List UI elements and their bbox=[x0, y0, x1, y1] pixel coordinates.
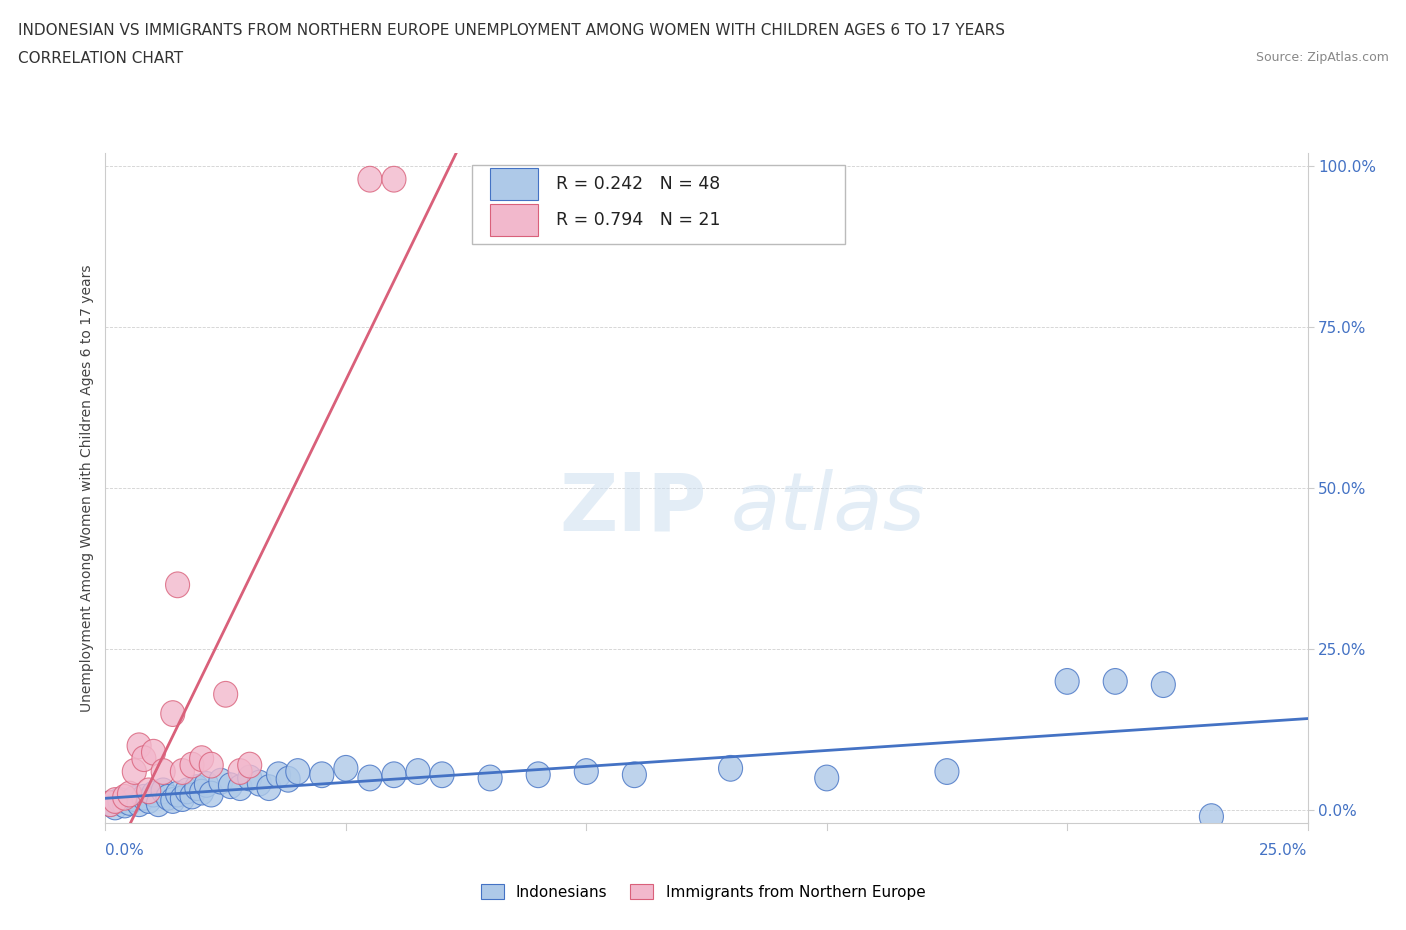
Text: Source: ZipAtlas.com: Source: ZipAtlas.com bbox=[1256, 51, 1389, 64]
Text: R = 0.794   N = 21: R = 0.794 N = 21 bbox=[557, 211, 721, 229]
Text: ZIP: ZIP bbox=[560, 470, 707, 548]
FancyBboxPatch shape bbox=[472, 165, 845, 244]
FancyBboxPatch shape bbox=[491, 167, 538, 200]
Text: CORRELATION CHART: CORRELATION CHART bbox=[18, 51, 183, 66]
Text: 25.0%: 25.0% bbox=[1260, 844, 1308, 858]
Text: atlas: atlas bbox=[731, 470, 925, 548]
Text: INDONESIAN VS IMMIGRANTS FROM NORTHERN EUROPE UNEMPLOYMENT AMONG WOMEN WITH CHIL: INDONESIAN VS IMMIGRANTS FROM NORTHERN E… bbox=[18, 23, 1005, 38]
Text: 0.0%: 0.0% bbox=[105, 844, 145, 858]
FancyBboxPatch shape bbox=[491, 204, 538, 236]
Y-axis label: Unemployment Among Women with Children Ages 6 to 17 years: Unemployment Among Women with Children A… bbox=[80, 264, 94, 712]
Text: R = 0.242   N = 48: R = 0.242 N = 48 bbox=[557, 175, 720, 193]
Legend: Indonesians, Immigrants from Northern Europe: Indonesians, Immigrants from Northern Eu… bbox=[475, 877, 931, 906]
